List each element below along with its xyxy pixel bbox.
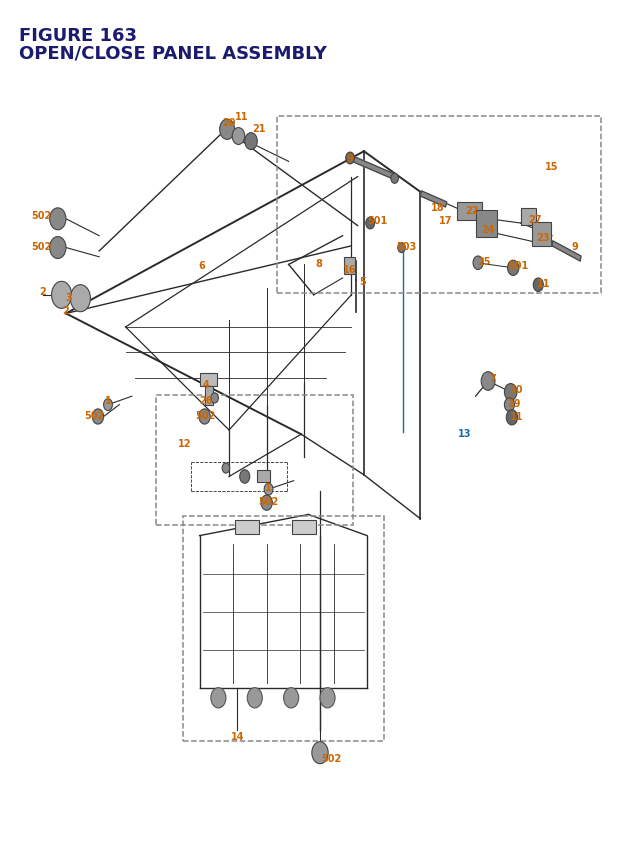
Bar <box>457 202 482 221</box>
Circle shape <box>211 688 226 708</box>
Circle shape <box>92 409 104 424</box>
Circle shape <box>50 208 66 231</box>
Circle shape <box>508 261 519 276</box>
Text: 8: 8 <box>316 258 322 269</box>
Text: 12: 12 <box>179 438 192 449</box>
Bar <box>257 470 270 483</box>
Text: 13: 13 <box>458 429 471 439</box>
Text: 21: 21 <box>252 124 266 134</box>
Circle shape <box>506 410 518 425</box>
Circle shape <box>211 393 218 404</box>
Text: 7: 7 <box>489 373 496 383</box>
Circle shape <box>312 742 328 764</box>
Text: 17: 17 <box>438 216 452 226</box>
Circle shape <box>504 384 517 401</box>
Text: 9: 9 <box>572 242 578 251</box>
Polygon shape <box>348 156 397 181</box>
Text: OPEN/CLOSE PANEL ASSEMBLY: OPEN/CLOSE PANEL ASSEMBLY <box>19 44 327 62</box>
Text: 502: 502 <box>196 411 216 420</box>
Text: 22: 22 <box>465 206 479 216</box>
Circle shape <box>220 120 235 140</box>
Circle shape <box>232 128 244 146</box>
Text: 2: 2 <box>40 287 46 297</box>
Bar <box>236 521 259 535</box>
Text: 26: 26 <box>199 396 212 406</box>
Circle shape <box>244 133 257 151</box>
Text: 14: 14 <box>230 731 244 741</box>
Text: 503: 503 <box>396 242 417 251</box>
Text: 25: 25 <box>477 257 491 267</box>
Text: 1: 1 <box>104 396 111 406</box>
Text: 11: 11 <box>235 112 248 121</box>
Circle shape <box>481 372 495 391</box>
Circle shape <box>533 279 543 292</box>
Circle shape <box>391 174 398 184</box>
Text: 502: 502 <box>259 497 278 506</box>
Circle shape <box>199 409 211 424</box>
Circle shape <box>264 484 273 495</box>
Text: 27: 27 <box>529 214 542 225</box>
Text: 19: 19 <box>508 399 521 408</box>
Circle shape <box>261 495 273 511</box>
Circle shape <box>284 688 299 708</box>
Bar <box>205 387 213 406</box>
Bar <box>200 373 217 387</box>
Text: 1: 1 <box>265 483 272 492</box>
Text: 11: 11 <box>510 412 524 422</box>
Circle shape <box>52 282 72 309</box>
Circle shape <box>346 153 355 164</box>
Text: 5: 5 <box>359 277 366 287</box>
Text: 501: 501 <box>367 216 388 226</box>
Bar <box>521 208 536 226</box>
Text: 16: 16 <box>343 265 357 276</box>
Circle shape <box>247 688 262 708</box>
Text: 20: 20 <box>222 117 236 127</box>
Text: FIGURE 163: FIGURE 163 <box>19 28 137 45</box>
Circle shape <box>222 463 230 474</box>
Text: 502: 502 <box>31 211 51 221</box>
Text: 23: 23 <box>536 233 550 243</box>
Text: 11: 11 <box>536 279 550 288</box>
Text: 4: 4 <box>202 380 209 390</box>
Polygon shape <box>552 241 581 262</box>
Text: 3: 3 <box>66 292 72 302</box>
Text: 9: 9 <box>347 154 353 164</box>
Circle shape <box>504 399 515 412</box>
Circle shape <box>70 285 90 313</box>
Circle shape <box>50 238 66 259</box>
Circle shape <box>366 218 374 230</box>
Circle shape <box>473 257 483 270</box>
Text: 502: 502 <box>321 753 341 763</box>
Circle shape <box>104 400 113 411</box>
Text: 10: 10 <box>510 385 524 395</box>
Circle shape <box>398 243 405 253</box>
Polygon shape <box>420 192 447 208</box>
Bar <box>532 223 551 246</box>
Bar <box>344 257 355 275</box>
Text: 502: 502 <box>31 242 51 251</box>
Text: 18: 18 <box>431 202 445 213</box>
Text: 15: 15 <box>545 162 559 172</box>
Text: 2: 2 <box>63 306 69 316</box>
Bar <box>292 521 316 535</box>
Text: 24: 24 <box>481 225 495 235</box>
Bar <box>476 211 497 238</box>
Text: 502: 502 <box>84 411 104 420</box>
Circle shape <box>320 688 335 708</box>
Text: 6: 6 <box>198 261 205 271</box>
Circle shape <box>240 470 250 484</box>
Text: 501: 501 <box>508 261 529 271</box>
